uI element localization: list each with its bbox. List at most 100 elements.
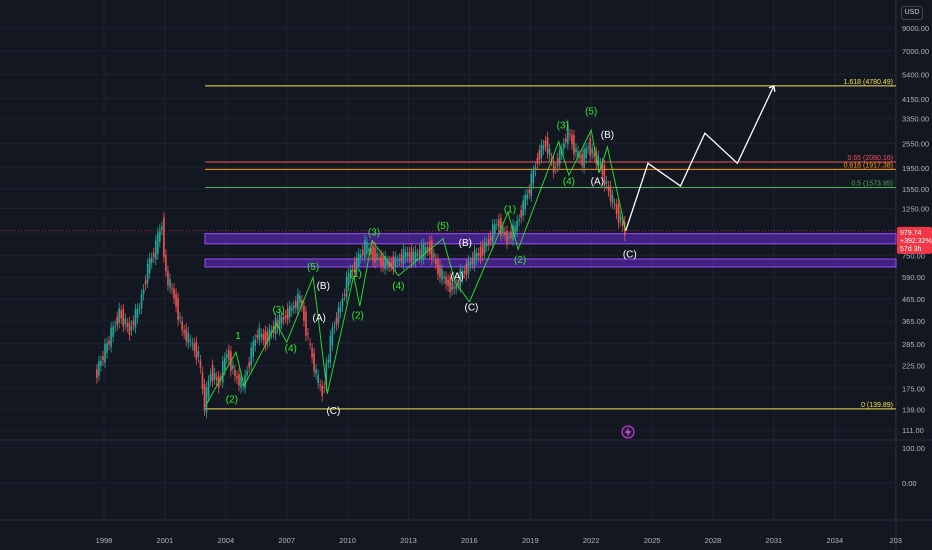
candle-body (530, 174, 533, 196)
candle-body (240, 376, 242, 388)
candle-body (353, 261, 356, 272)
candle-body (565, 138, 567, 142)
candle-body (223, 357, 226, 371)
candle-body (260, 333, 263, 337)
candle-body (542, 145, 545, 150)
candle-body (378, 257, 380, 260)
candle-body (331, 328, 334, 345)
candle-body (599, 163, 602, 165)
candle-body (333, 326, 336, 329)
candle-body (441, 269, 443, 280)
lower-axis-tick: 0.00 (902, 479, 917, 488)
candle-body (195, 342, 198, 360)
price-tag: 979.74+392.32%57d 3h (897, 226, 932, 254)
candle-body (238, 373, 240, 386)
price-axis-tick: 1250.00 (902, 205, 929, 214)
candle-body (366, 241, 368, 254)
time-axis-tick: 2034 (826, 536, 843, 545)
candle-body (376, 253, 378, 261)
fib-level-label: 0.5 (1573.95) (851, 180, 893, 187)
candle-body (619, 216, 622, 221)
candle-body (181, 321, 183, 331)
candle-body (114, 325, 116, 327)
candle-body (116, 316, 118, 326)
candle-body (546, 136, 549, 154)
candle-body (278, 314, 281, 330)
time-axis-tick: 2028 (705, 536, 722, 545)
candle-body (262, 333, 265, 340)
wave-label: (4) (563, 176, 575, 187)
wave-path (468, 128, 627, 303)
wave-label: (4) (285, 343, 297, 354)
candle-body (445, 276, 447, 285)
candle-body (148, 258, 151, 273)
candle-body (258, 327, 261, 341)
candle-body (493, 224, 496, 234)
projection-arrowhead (768, 84, 776, 92)
candle-body (173, 288, 175, 299)
candle-body (169, 279, 171, 288)
candle-body (134, 308, 137, 328)
candle-body (477, 253, 480, 256)
price-tag-countdown: 57d 3h (900, 246, 922, 253)
candle-body (179, 317, 181, 319)
candle-body (370, 248, 372, 255)
candle-body (295, 301, 297, 308)
candle-body (359, 254, 362, 258)
candle-body (483, 241, 486, 254)
candle-body (244, 375, 246, 389)
candle-body (567, 124, 569, 145)
candle-body (351, 269, 354, 271)
candle-body (96, 369, 98, 378)
time-axis-tick: 2004 (217, 536, 234, 545)
candle-body (286, 308, 289, 320)
projection-path (625, 85, 775, 232)
candle-body (120, 310, 123, 319)
candle-body (270, 330, 273, 334)
candle-body (587, 147, 589, 149)
candle-body (221, 360, 224, 383)
candle-body (439, 265, 441, 278)
wave-label: (B) (459, 238, 472, 249)
candle-body (252, 341, 255, 357)
candle-body (313, 353, 315, 372)
candle-body (514, 226, 516, 234)
candle-body (266, 332, 269, 344)
candle-body (337, 307, 340, 323)
candle-body (414, 250, 417, 262)
candle-body (447, 279, 449, 286)
price-axis-tick: 139.00 (902, 405, 925, 414)
candle-body (282, 317, 285, 320)
candle-body (297, 293, 299, 311)
candle-body (215, 377, 218, 381)
candle-body (613, 203, 616, 205)
currency-badge[interactable]: USD (901, 6, 923, 20)
candle-body (496, 224, 498, 226)
candle-body (341, 298, 344, 307)
candle-body (510, 231, 512, 239)
candle-body (102, 356, 104, 361)
candle-body (453, 287, 455, 289)
candle-body (226, 354, 228, 358)
candle-body (130, 325, 133, 331)
candle-body (516, 220, 518, 232)
candle-body (167, 271, 169, 286)
price-tag-value: 979.74 (900, 230, 922, 237)
candle-body (481, 244, 484, 256)
wave-label: (2) (352, 311, 364, 322)
candle-body (152, 253, 155, 257)
candle-body (491, 224, 494, 243)
time-axis-tick: 2016 (461, 536, 478, 545)
candle-body (554, 167, 557, 169)
candle-body (398, 258, 401, 261)
fib-level-label: 0.65 (2080.16) (847, 155, 893, 162)
candle-body (392, 256, 395, 270)
candle-body (293, 305, 295, 309)
candle-body (573, 135, 575, 155)
candle-body (524, 195, 527, 210)
candle-body (165, 254, 167, 272)
candle-body (386, 261, 388, 266)
candle-body (591, 148, 594, 154)
candle-body (193, 343, 196, 352)
